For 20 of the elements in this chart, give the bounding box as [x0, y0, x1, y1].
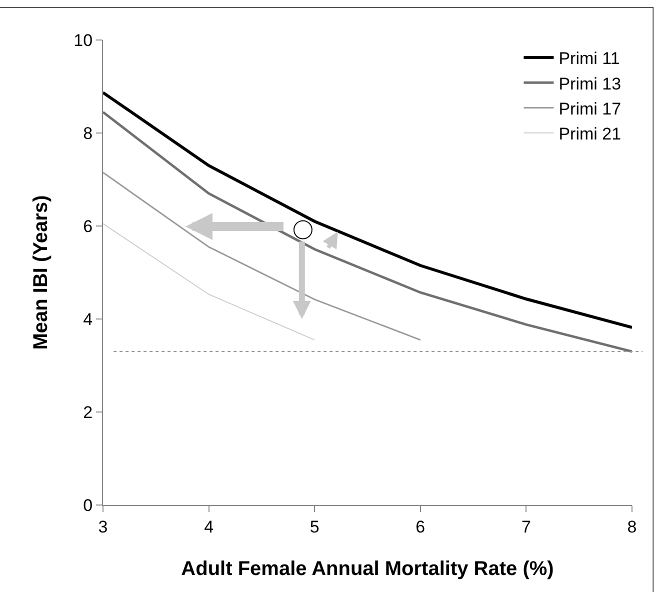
x-axis-title: Adult Female Annual Mortality Rate (%) [181, 558, 554, 580]
x-tick-label: 3 [98, 517, 108, 536]
y-tick-label: 8 [83, 124, 93, 143]
y-tick-label: 4 [83, 310, 93, 329]
legend-label: Primi 11 [558, 49, 620, 68]
y-axis-title: Mean IBI (Years) [30, 195, 52, 350]
x-tick-label: 7 [521, 517, 531, 536]
legend-label: Primi 21 [558, 124, 622, 144]
x-tick-label: 6 [416, 517, 426, 536]
x-tick-label: 4 [204, 517, 214, 536]
y-tick-label: 10 [74, 30, 93, 50]
x-tick-label: 5 [310, 517, 320, 536]
legend-label: Primi 13 [558, 74, 622, 94]
line-series [103, 91, 632, 329]
legend-label: Primi 17 [558, 99, 622, 118]
y-tick-label: 2 [83, 402, 93, 422]
y-tick-label: 0 [83, 496, 93, 515]
line-series [103, 172, 422, 341]
x-tick-label: 8 [627, 517, 637, 536]
y-tick-label: 6 [83, 216, 93, 236]
